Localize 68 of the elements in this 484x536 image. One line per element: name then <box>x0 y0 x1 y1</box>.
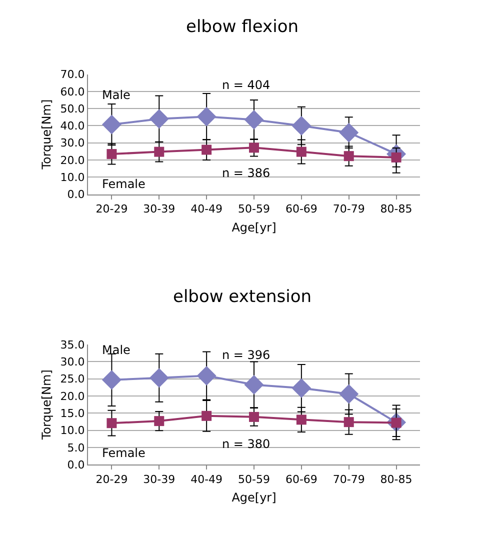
y-tick-label: 10.0 <box>60 424 85 438</box>
point <box>149 368 169 388</box>
point <box>106 418 117 428</box>
y-tick-label: 10.0 <box>60 171 85 184</box>
y-tick-label: 25.0 <box>60 372 85 386</box>
x-tick-label: 80-85 <box>380 472 412 486</box>
y-tick-label: 30.0 <box>60 356 85 369</box>
annotation: n = 396 <box>222 348 270 362</box>
point <box>154 416 164 426</box>
point <box>196 366 216 386</box>
point <box>202 410 212 421</box>
y-tick-label: 0.0 <box>67 188 85 202</box>
point <box>344 417 354 428</box>
point <box>102 370 122 390</box>
point <box>102 114 122 134</box>
y-tick-label: 0.0 <box>67 458 85 472</box>
point <box>202 144 212 155</box>
x-tick-label: 30-39 <box>143 202 176 216</box>
annotation: n = 404 <box>222 78 270 92</box>
x-tick-label: 60-69 <box>285 202 318 216</box>
point <box>339 384 359 404</box>
point <box>292 378 312 398</box>
point <box>249 412 259 422</box>
series-label: Female <box>102 177 146 191</box>
point <box>196 106 216 126</box>
series-label: Female <box>102 446 146 460</box>
chart-title: elbow extension <box>173 287 312 307</box>
y-tick-label: 60.0 <box>60 85 85 98</box>
y-tick-label: 40.0 <box>60 120 85 133</box>
x-tick-label: 40-49 <box>190 202 223 216</box>
x-tick-label: 20-29 <box>96 472 128 486</box>
x-tick-label: 70-79 <box>332 202 365 216</box>
point <box>296 146 306 157</box>
x-tick-label: 40-49 <box>190 472 223 486</box>
y-tick-label: 35.0 <box>60 338 85 352</box>
y-tick-label: 20.0 <box>60 154 85 167</box>
point <box>296 414 306 425</box>
x-tick-label: 60-69 <box>285 472 318 486</box>
series-label: Male <box>102 343 130 357</box>
series-label: Male <box>102 88 130 102</box>
x-tick-label: 20-29 <box>96 202 128 216</box>
x-tick-label: 30-39 <box>143 472 176 486</box>
y-tick-label: 30.0 <box>60 136 85 150</box>
y-tick-label: 50.0 <box>60 102 85 116</box>
y-tick-label: 15.0 <box>60 407 85 420</box>
x-axis-title: Age[yr] <box>232 490 276 505</box>
y-axis-title: Torque[Nm] <box>40 370 54 441</box>
point <box>149 109 169 129</box>
point <box>249 142 259 153</box>
point <box>244 374 264 394</box>
chart-title: elbow flexion <box>186 17 299 37</box>
point <box>106 149 117 160</box>
point <box>154 146 164 157</box>
y-tick-label: 20.0 <box>60 390 85 403</box>
point <box>339 122 359 142</box>
x-tick-label: 50-59 <box>238 472 270 486</box>
annotation: n = 386 <box>222 166 270 180</box>
x-tick-label: 70-79 <box>332 472 365 486</box>
annotation: n = 380 <box>222 437 270 451</box>
x-tick-label: 80-85 <box>380 202 412 216</box>
x-axis-title: Age[yr] <box>232 220 276 234</box>
y-tick-label: 5.0 <box>67 441 85 454</box>
point <box>292 116 312 136</box>
point <box>344 151 354 162</box>
x-tick-label: 50-59 <box>238 202 270 216</box>
y-axis-title: Torque[Nm] <box>40 99 54 170</box>
point <box>244 110 264 130</box>
y-tick-label: 70.0 <box>60 68 85 82</box>
